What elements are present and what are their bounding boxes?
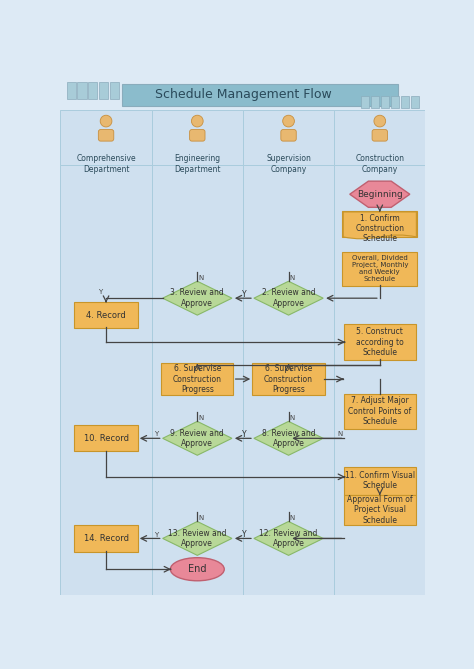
Text: Y: Y [242, 430, 247, 439]
Text: Y: Y [155, 532, 159, 538]
FancyBboxPatch shape [334, 165, 425, 595]
Text: Overall, Divided
Project, Monthly
and Weekly
Schedule: Overall, Divided Project, Monthly and We… [352, 256, 408, 282]
Text: 3. Review and
Approve: 3. Review and Approve [171, 288, 224, 308]
PathPatch shape [343, 212, 416, 239]
FancyBboxPatch shape [74, 302, 137, 328]
Text: N: N [290, 515, 295, 521]
Ellipse shape [170, 558, 224, 581]
FancyBboxPatch shape [344, 393, 416, 429]
FancyBboxPatch shape [77, 82, 87, 99]
Text: N: N [290, 415, 295, 421]
Text: 14. Record: 14. Record [83, 534, 128, 543]
Text: N: N [199, 275, 204, 281]
FancyBboxPatch shape [342, 211, 417, 237]
FancyBboxPatch shape [344, 467, 416, 494]
Text: Y: Y [242, 530, 247, 539]
Text: 10. Record: 10. Record [83, 434, 128, 443]
Text: Y: Y [155, 432, 159, 438]
Text: N: N [337, 432, 342, 438]
Text: 6. Supervise
Construction
Progress: 6. Supervise Construction Progress [264, 364, 313, 394]
FancyBboxPatch shape [252, 363, 325, 395]
FancyBboxPatch shape [152, 165, 243, 595]
Text: Beginning: Beginning [357, 190, 403, 199]
Polygon shape [163, 522, 232, 555]
FancyBboxPatch shape [381, 96, 389, 108]
Text: Y: Y [98, 289, 102, 295]
FancyBboxPatch shape [342, 252, 417, 286]
Text: 8. Review and
Approve: 8. Review and Approve [262, 429, 315, 448]
Text: 7. Adjust Major
Control Points of
Schedule: 7. Adjust Major Control Points of Schedu… [348, 397, 411, 426]
Polygon shape [254, 421, 323, 456]
FancyBboxPatch shape [61, 110, 152, 165]
FancyBboxPatch shape [61, 165, 152, 595]
FancyBboxPatch shape [371, 96, 379, 108]
Text: Y: Y [242, 290, 247, 299]
Text: N: N [290, 275, 295, 281]
Polygon shape [163, 281, 232, 315]
FancyBboxPatch shape [401, 96, 409, 108]
Text: N: N [199, 515, 204, 521]
Text: Supervision
Company: Supervision Company [266, 154, 311, 173]
FancyBboxPatch shape [88, 82, 97, 99]
FancyBboxPatch shape [74, 525, 137, 551]
Circle shape [100, 115, 112, 127]
Text: 9. Review and
Approve: 9. Review and Approve [171, 429, 224, 448]
Polygon shape [254, 522, 323, 555]
Text: Engineering
Department: Engineering Department [174, 154, 220, 173]
Text: 1. Confirm
Construction
Schedule: 1. Confirm Construction Schedule [356, 213, 404, 244]
Circle shape [374, 115, 386, 127]
FancyBboxPatch shape [66, 82, 76, 99]
FancyBboxPatch shape [361, 96, 369, 108]
Text: 2. Review and
Approve: 2. Review and Approve [262, 288, 315, 308]
Polygon shape [254, 281, 323, 315]
FancyBboxPatch shape [391, 96, 399, 108]
FancyBboxPatch shape [281, 130, 296, 141]
FancyBboxPatch shape [161, 363, 234, 395]
FancyBboxPatch shape [334, 110, 425, 165]
Text: 13. Review and
Approve: 13. Review and Approve [168, 529, 227, 548]
Text: 6. Supervise
Construction
Progress: 6. Supervise Construction Progress [173, 364, 222, 394]
FancyBboxPatch shape [74, 425, 137, 452]
FancyBboxPatch shape [243, 110, 334, 165]
Text: 5. Construct
according to
Schedule: 5. Construct according to Schedule [356, 327, 404, 357]
FancyBboxPatch shape [372, 130, 388, 141]
Text: Construction
Company: Construction Company [356, 154, 404, 173]
Polygon shape [163, 421, 232, 456]
FancyBboxPatch shape [122, 84, 398, 106]
FancyBboxPatch shape [344, 324, 416, 360]
Text: N: N [199, 415, 204, 421]
FancyBboxPatch shape [190, 130, 205, 141]
Text: End: End [188, 564, 207, 574]
FancyBboxPatch shape [344, 494, 416, 525]
Polygon shape [350, 181, 410, 207]
FancyBboxPatch shape [243, 165, 334, 595]
FancyBboxPatch shape [99, 82, 108, 99]
FancyBboxPatch shape [98, 130, 114, 141]
Text: 4. Record: 4. Record [86, 310, 126, 320]
FancyBboxPatch shape [109, 82, 119, 99]
Text: Comprehensive
Department: Comprehensive Department [76, 154, 136, 173]
Circle shape [283, 115, 294, 127]
Text: Schedule Management Flow: Schedule Management Flow [155, 88, 331, 102]
Circle shape [191, 115, 203, 127]
Text: 12. Review and
Approve: 12. Review and Approve [259, 529, 318, 548]
FancyBboxPatch shape [152, 110, 243, 165]
Text: Approval Form of
Project Visual
Schedule: Approval Form of Project Visual Schedule [347, 495, 412, 525]
FancyBboxPatch shape [411, 96, 419, 108]
Text: 11. Confirm Visual
Schedule: 11. Confirm Visual Schedule [345, 471, 415, 490]
